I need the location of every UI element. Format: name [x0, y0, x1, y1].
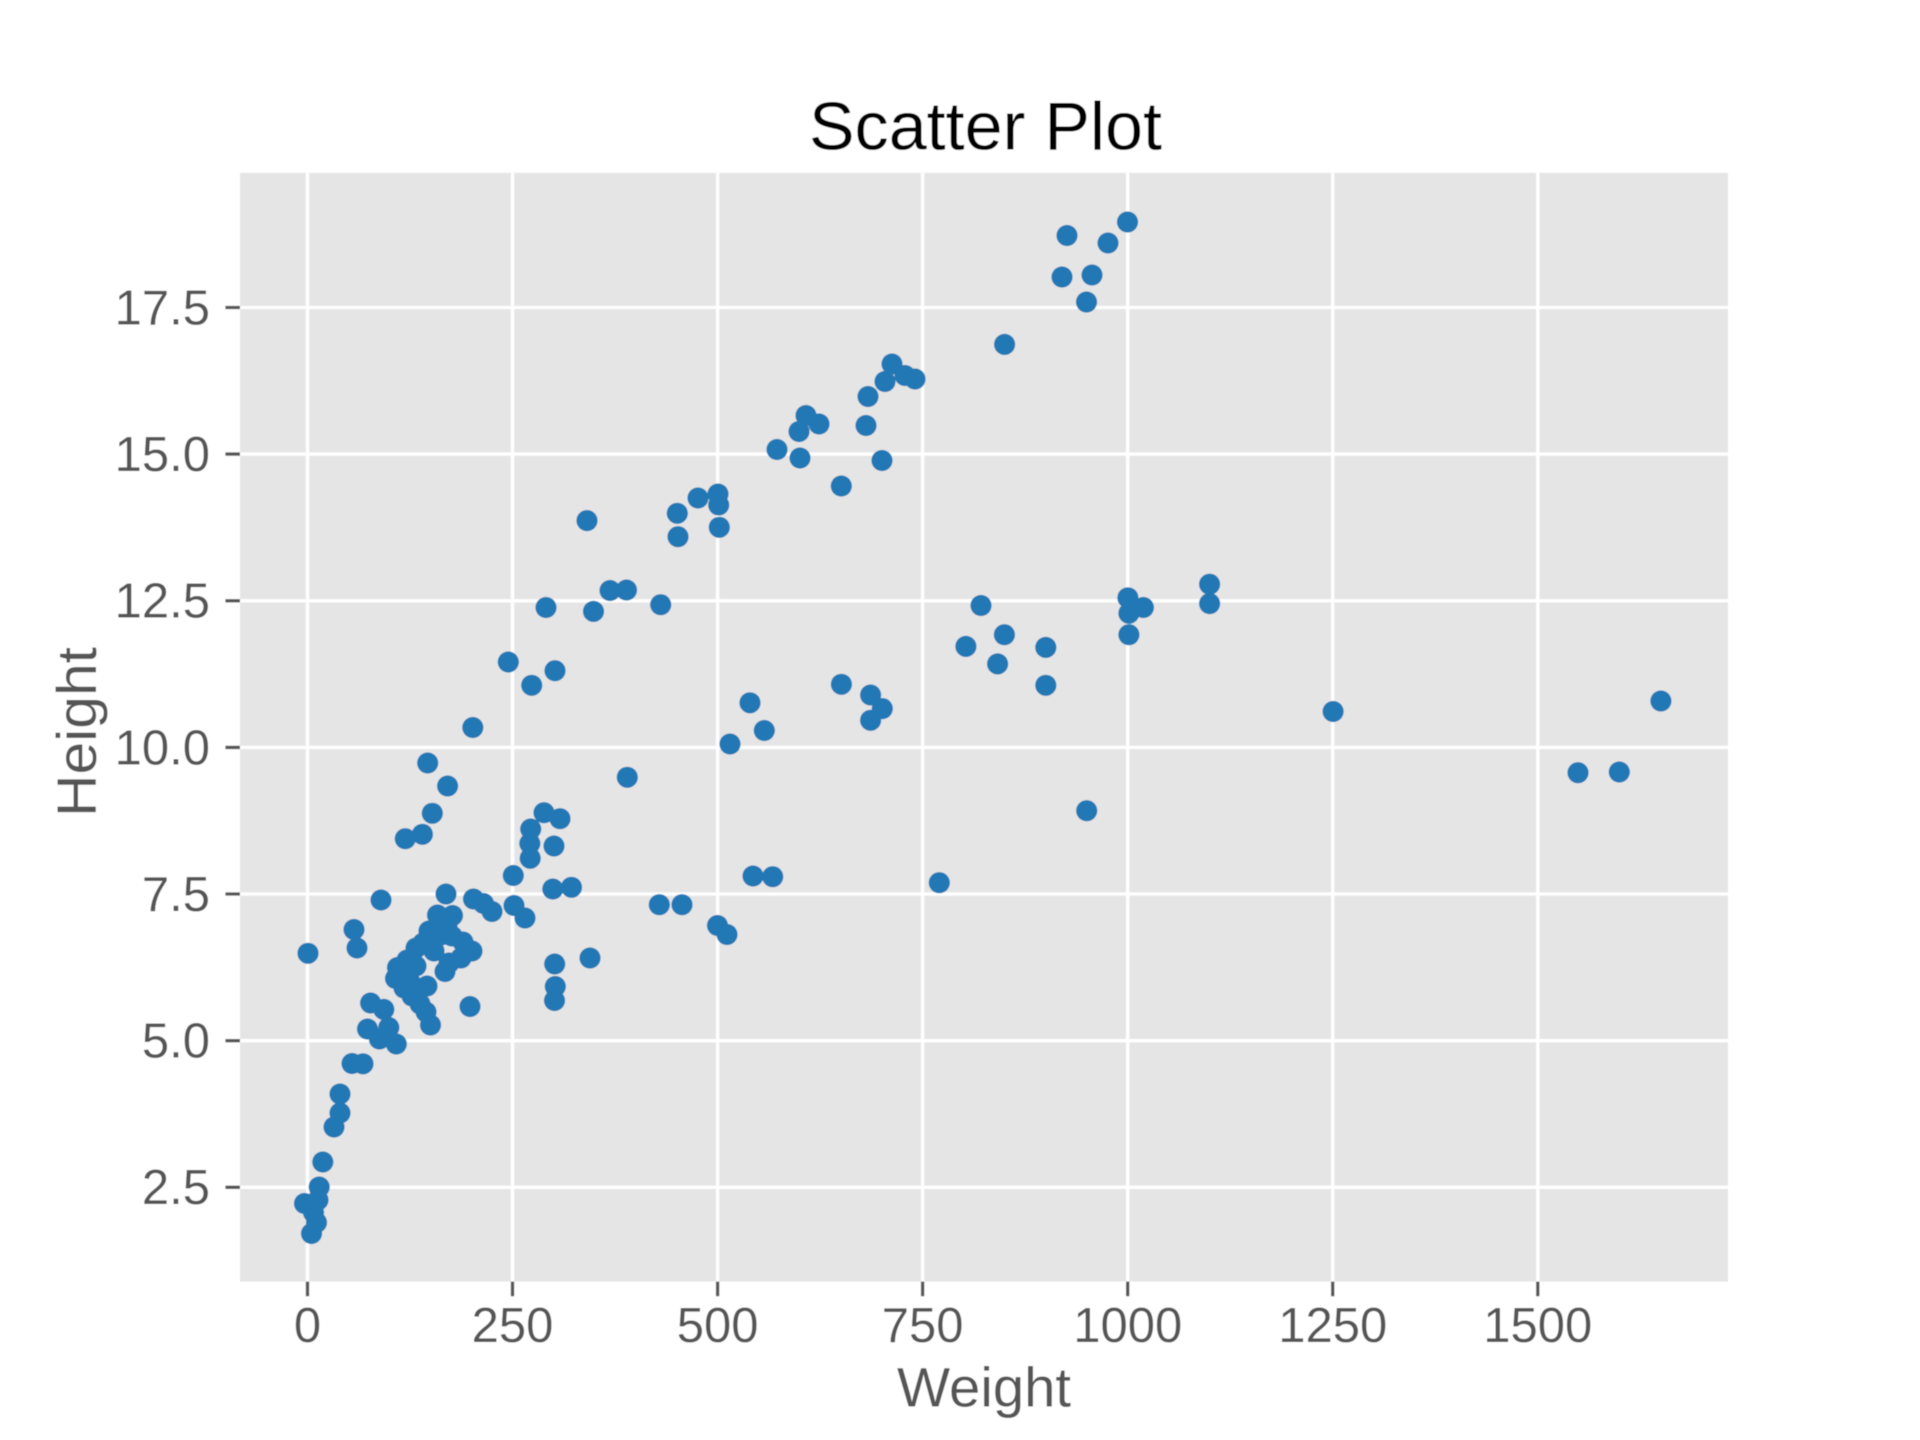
svg-text:5.0: 5.0: [142, 1015, 210, 1069]
svg-text:Scatter Plot: Scatter Plot: [809, 89, 1162, 164]
svg-text:1250: 1250: [1278, 1299, 1387, 1353]
svg-text:500: 500: [677, 1299, 759, 1353]
svg-text:750: 750: [882, 1299, 964, 1353]
svg-text:2.5: 2.5: [142, 1161, 210, 1215]
svg-text:15.0: 15.0: [115, 428, 210, 482]
svg-text:Weight: Weight: [897, 1356, 1071, 1419]
svg-text:250: 250: [472, 1299, 554, 1353]
svg-text:7.5: 7.5: [142, 868, 210, 922]
svg-text:Height: Height: [45, 647, 108, 817]
svg-text:1000: 1000: [1073, 1299, 1182, 1353]
svg-text:0: 0: [294, 1299, 321, 1353]
svg-text:10.0: 10.0: [115, 721, 210, 775]
svg-text:17.5: 17.5: [115, 281, 210, 335]
svg-text:12.5: 12.5: [115, 575, 210, 629]
svg-text:1500: 1500: [1483, 1299, 1592, 1353]
